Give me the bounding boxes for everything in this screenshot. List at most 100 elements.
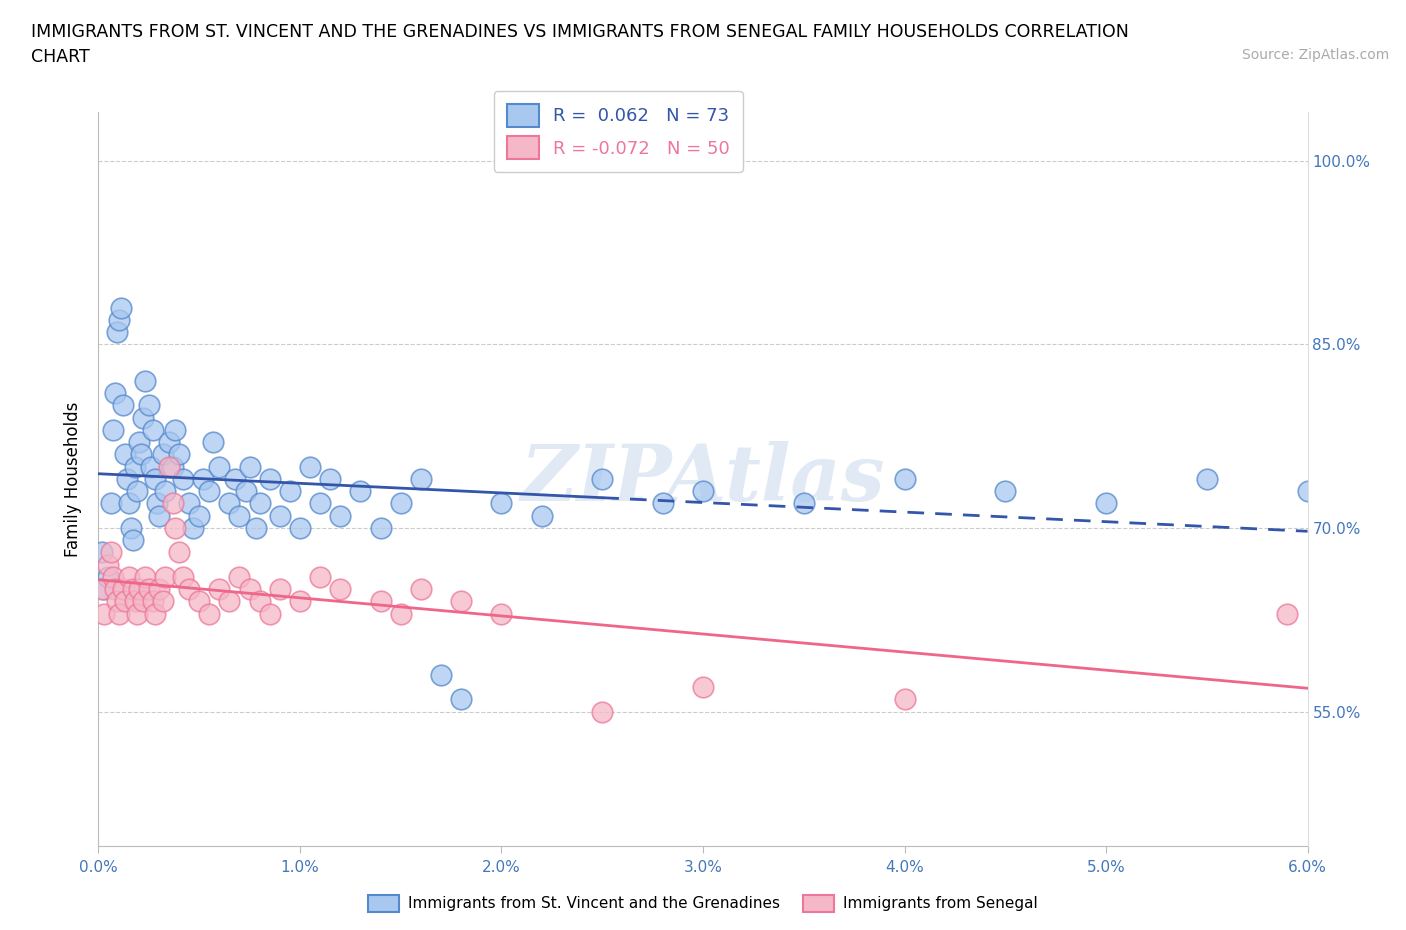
Point [651, 496, 673, 511]
Point [157, 459, 180, 474]
Point [1195, 472, 1218, 486]
Text: IMMIGRANTS FROM ST. VINCENT AND THE GRENADINES VS IMMIGRANTS FROM SENEGAL FAMILY: IMMIGRANTS FROM ST. VINCENT AND THE GREN… [31, 23, 1129, 41]
Point [370, 521, 392, 536]
Point [793, 496, 815, 511]
Point [129, 447, 152, 462]
Point [146, 496, 169, 511]
Point [105, 594, 128, 609]
Point [491, 496, 513, 511]
Point [692, 680, 714, 695]
Point [105, 325, 128, 339]
Point [239, 459, 262, 474]
Point [1296, 484, 1319, 498]
Point [172, 472, 194, 486]
Point [430, 668, 453, 683]
Point [193, 472, 215, 486]
Point [409, 472, 432, 486]
Point [202, 434, 225, 449]
Point [128, 434, 150, 449]
Point [389, 606, 412, 621]
Point [309, 569, 332, 584]
Point [91, 582, 114, 597]
Point [224, 472, 246, 486]
Point [591, 472, 613, 486]
Point [228, 569, 250, 584]
Point [249, 594, 271, 609]
Point [118, 569, 141, 584]
Point [162, 496, 184, 511]
Point [120, 521, 142, 536]
Point [107, 312, 129, 327]
Legend: R =  0.062   N = 73, R = -0.072   N = 50: R = 0.062 N = 73, R = -0.072 N = 50 [494, 91, 742, 172]
Point [100, 545, 122, 560]
Point [181, 521, 204, 536]
Legend: Immigrants from St. Vincent and the Grenadines, Immigrants from Senegal: Immigrants from St. Vincent and the Gren… [363, 889, 1043, 918]
Text: ZIPAtlas: ZIPAtlas [520, 441, 886, 517]
Point [132, 594, 155, 609]
Point [218, 594, 240, 609]
Point [152, 447, 174, 462]
Point [134, 374, 156, 389]
Point [319, 472, 342, 486]
Point [1095, 496, 1118, 511]
Point [121, 582, 143, 597]
Point [1277, 606, 1299, 621]
Point [138, 582, 160, 597]
Point [450, 692, 472, 707]
Point [124, 594, 146, 609]
Point [409, 582, 432, 597]
Text: CHART: CHART [31, 48, 90, 66]
Text: Source: ZipAtlas.com: Source: ZipAtlas.com [1241, 48, 1389, 62]
Point [152, 594, 174, 609]
Point [389, 496, 412, 511]
Point [269, 582, 291, 597]
Point [235, 484, 257, 498]
Point [142, 594, 165, 609]
Point [172, 569, 194, 584]
Point [111, 398, 134, 413]
Point [163, 422, 186, 437]
Point [118, 496, 141, 511]
Point [893, 472, 915, 486]
Point [329, 508, 352, 523]
Point [124, 459, 146, 474]
Point [329, 582, 352, 597]
Point [148, 508, 170, 523]
Y-axis label: Family Households: Family Households [65, 401, 83, 557]
Point [208, 459, 231, 474]
Point [153, 569, 176, 584]
Point [143, 606, 166, 621]
Point [692, 484, 714, 498]
Point [100, 496, 122, 511]
Point [259, 472, 281, 486]
Point [114, 447, 136, 462]
Point [103, 386, 125, 401]
Point [162, 459, 184, 474]
Point [188, 508, 211, 523]
Point [591, 704, 613, 719]
Point [128, 582, 150, 597]
Point [309, 496, 332, 511]
Point [349, 484, 371, 498]
Point [125, 484, 148, 498]
Point [111, 582, 134, 597]
Point [278, 484, 301, 498]
Point [198, 606, 221, 621]
Point [115, 472, 138, 486]
Point [208, 582, 231, 597]
Point [450, 594, 472, 609]
Point [91, 545, 114, 560]
Point [93, 582, 115, 597]
Point [245, 521, 267, 536]
Point [994, 484, 1017, 498]
Point [249, 496, 271, 511]
Point [132, 410, 155, 425]
Point [370, 594, 392, 609]
Point [218, 496, 240, 511]
Point [893, 692, 915, 707]
Point [157, 434, 180, 449]
Point [103, 582, 125, 597]
Point [188, 594, 211, 609]
Point [110, 300, 132, 315]
Point [101, 422, 124, 437]
